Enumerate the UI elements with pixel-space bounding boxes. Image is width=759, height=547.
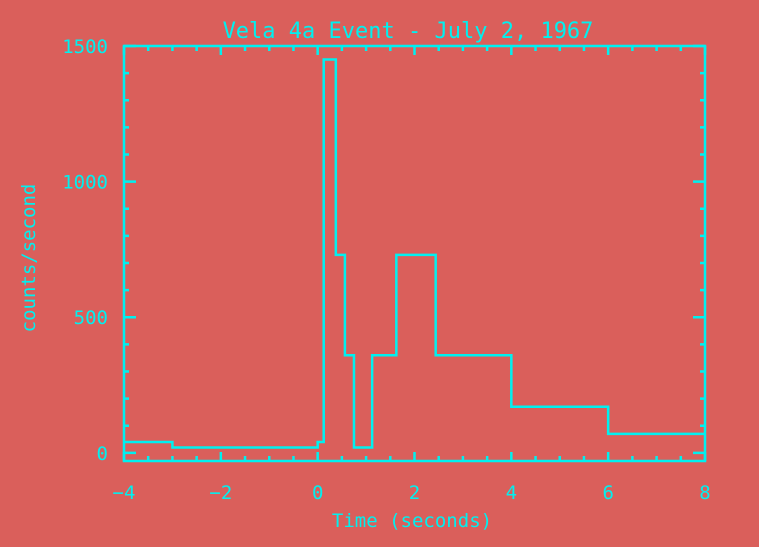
chart-title: Vela 4a Event - July 2, 1967 (223, 19, 594, 44)
x-axis-label: Time (seconds) (332, 510, 492, 532)
y-tick-label: 0 (97, 443, 108, 465)
x-tick-label: 0 (312, 482, 323, 504)
x-tick-label: −4 (113, 482, 136, 504)
x-tick-labels: −4 −2 0 2 4 6 8 (113, 482, 711, 504)
plot-frame (122, 44, 707, 463)
data-series-step-line (124, 58, 705, 449)
x-tick-label: 2 (409, 482, 420, 504)
axis-ticks (122, 44, 707, 461)
x-tick-label: 8 (699, 482, 710, 504)
y-axis-label: counts/second (18, 184, 40, 333)
y-tick-label: 500 (74, 307, 108, 329)
y-tick-label: 1500 (62, 36, 108, 58)
x-tick-label: 6 (602, 482, 613, 504)
y-tick-label: 1000 (62, 172, 108, 194)
x-tick-label: 4 (506, 482, 517, 504)
y-tick-labels: 0 500 1000 1500 (62, 36, 108, 465)
x-tick-label: −2 (209, 482, 232, 504)
